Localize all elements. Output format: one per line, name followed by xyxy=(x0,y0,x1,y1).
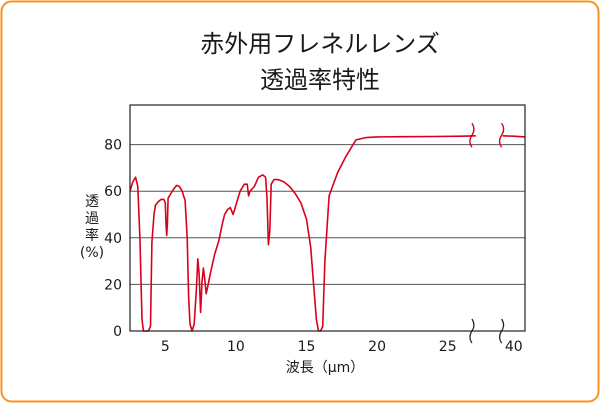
y-axis-label-part-1: 過 xyxy=(85,211,99,227)
y-tick-label-20: 20 xyxy=(104,277,122,293)
y-tick-label-40: 40 xyxy=(104,231,122,247)
x-tick-label-15: 15 xyxy=(298,339,316,355)
x-tick-labels: 5 10 15 20 25 40 xyxy=(161,339,523,355)
x-tick-label-40: 40 xyxy=(505,339,523,355)
chart-title: 赤外用フレネルレンズ xyxy=(200,30,440,58)
y-axis-label: 透過率(%) xyxy=(80,194,104,261)
y-tick-labels: 0 20 40 60 80 xyxy=(104,138,122,340)
series-line-0 xyxy=(129,135,476,332)
series-line-1 xyxy=(502,135,526,138)
y-axis-label-part-3: (%) xyxy=(80,245,104,261)
line-break-mark-1 xyxy=(498,122,505,148)
x-tick-label-20: 20 xyxy=(368,339,386,355)
y-tick-label-60: 60 xyxy=(104,184,122,200)
y-axis-label-part-2: 率 xyxy=(85,227,99,244)
chart-subtitle: 透過率特性 xyxy=(260,66,380,94)
x-tick-label-5: 5 xyxy=(161,339,170,355)
x-tick-label-25: 25 xyxy=(439,339,457,355)
x-tick-label-10: 10 xyxy=(227,339,245,355)
plot-area-border xyxy=(129,104,526,332)
x-axis-label: 波長（μm） xyxy=(286,360,365,376)
y-tick-label-0: 0 xyxy=(113,324,122,340)
line-break-mark-0 xyxy=(469,122,475,148)
series-group xyxy=(129,135,526,332)
y-axis-label-part-0: 透 xyxy=(85,194,99,210)
y-tick-label-80: 80 xyxy=(104,138,122,154)
